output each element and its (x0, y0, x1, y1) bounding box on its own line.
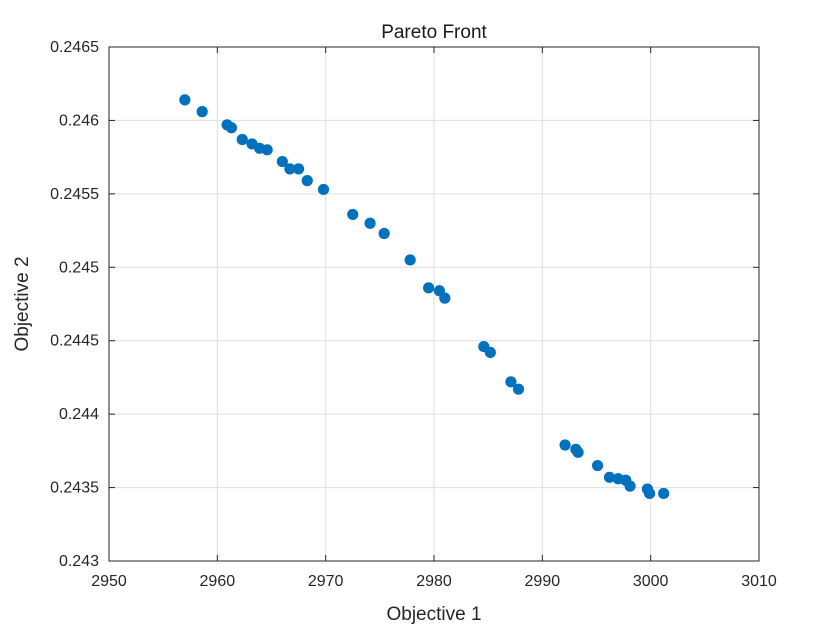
y-tick-label: 0.243 (59, 553, 99, 570)
data-point (347, 208, 359, 221)
data-point (276, 155, 288, 168)
y-tick-label: 0.245 (59, 259, 99, 276)
data-point (292, 163, 305, 175)
data-point (378, 227, 390, 240)
chart-title: Pareto Front (381, 22, 487, 43)
data-point (364, 217, 376, 229)
data-point (624, 480, 636, 492)
x-tick-label: 2990 (525, 573, 561, 590)
y-axis-label: Objective 2 (12, 256, 33, 351)
x-axis-label: Objective 1 (386, 604, 481, 625)
data-point (603, 471, 616, 483)
y-tick-label: 0.2445 (50, 333, 99, 350)
y-tick-label: 0.2455 (50, 186, 99, 203)
data-point (512, 383, 525, 395)
y-tick-label: 0.2435 (50, 480, 99, 497)
y-tick-label: 0.244 (59, 406, 99, 423)
grid (109, 47, 759, 561)
data-point (439, 292, 451, 304)
data-point (505, 376, 517, 388)
data-point (572, 446, 584, 458)
data-point (179, 94, 191, 106)
data-point (284, 163, 296, 175)
x-tick-label: 2980 (416, 573, 452, 590)
x-tick-label: 3000 (633, 573, 669, 590)
x-tick-label: 2950 (91, 573, 127, 590)
data-point (658, 487, 670, 500)
data-point (261, 144, 273, 156)
x-tick-label: 2970 (308, 573, 344, 590)
data-point (236, 133, 248, 146)
data-point (225, 122, 238, 134)
data-point (404, 254, 416, 266)
data-point (422, 282, 435, 294)
y-tick-label: 0.2465 (50, 39, 99, 56)
data-point (484, 346, 496, 359)
data-points (179, 94, 670, 500)
x-tick-label: 2960 (200, 573, 236, 590)
data-point (559, 439, 571, 451)
data-point (196, 106, 208, 118)
y-tick-label: 0.246 (59, 112, 99, 129)
data-point (301, 175, 313, 187)
data-point (591, 459, 604, 472)
data-point (643, 487, 656, 500)
x-tick-label: 3010 (741, 573, 777, 590)
ticks: 2950 2960 2970 2980 2990 3000 3010 0.243 0.2435 0… (50, 39, 777, 590)
data-point (317, 183, 330, 196)
